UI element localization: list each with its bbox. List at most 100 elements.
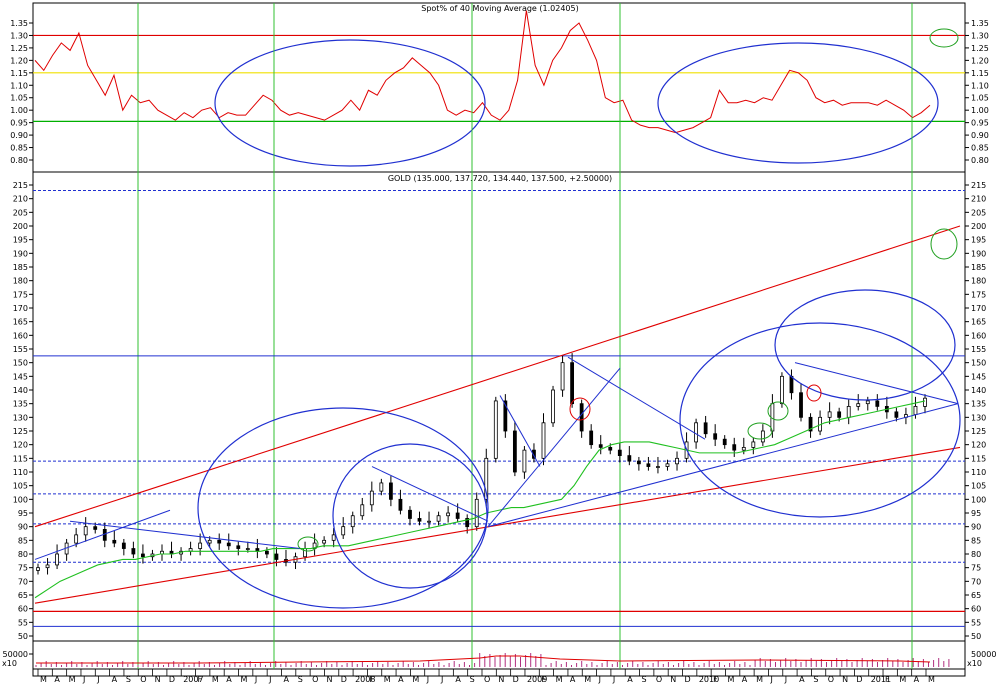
top-ytick-label-left: 0.80 (10, 156, 28, 165)
annotation-ellipse-red (806, 384, 822, 402)
candle-body (341, 526, 346, 536)
main-ytick-label-left: 180 (13, 277, 28, 286)
candle-body (894, 411, 899, 418)
main-ytick-label-left: 215 (13, 181, 28, 190)
candle-body (141, 553, 145, 558)
main-ytick-label-left: 115 (13, 454, 28, 463)
main-ytick-label-right: 50 (971, 632, 981, 641)
candle-body (465, 518, 470, 528)
main-ytick-label-left: 200 (13, 222, 28, 231)
main-ytick-label-right: 75 (971, 564, 981, 573)
main-ytick-label-left: 95 (18, 509, 28, 518)
date-tick-label: O (656, 675, 662, 684)
candle-body (636, 460, 641, 465)
main-ytick-label-left: 65 (18, 591, 28, 600)
top-ytick-label-left: 1.00 (10, 106, 28, 115)
volume-average-line (36, 655, 931, 664)
top-ytick-label-left: 1.10 (10, 81, 28, 90)
candle-body (579, 403, 584, 432)
date-tick-label: A (799, 675, 805, 684)
top-ytick-label-right: 1.05 (971, 94, 989, 103)
main-ytick-label-right: 180 (971, 277, 986, 286)
date-tick-label: J (426, 675, 429, 684)
date-tick-label: N (326, 675, 332, 684)
date-tick-label: S (298, 675, 303, 684)
main-ytick-label-right: 95 (971, 509, 981, 518)
candle-body (131, 548, 136, 555)
main-ytick-label-left: 50 (18, 632, 28, 641)
candle-body (694, 422, 698, 443)
date-tick-label: M (899, 675, 906, 684)
blue-trendline (567, 356, 706, 440)
date-tick-label: M (241, 675, 248, 684)
candle-body (589, 430, 594, 446)
candle-body (303, 548, 307, 558)
main-ytick-label-right: 80 (971, 550, 981, 559)
date-tick-label: D (341, 675, 347, 684)
main-ytick-label-right: 110 (971, 468, 986, 477)
candle-body (493, 400, 498, 459)
main-ytick-label-left: 145 (13, 372, 28, 381)
main-ytick-label-left: 110 (13, 468, 28, 477)
main-ytick-label-right: 120 (971, 441, 986, 450)
candle-body (427, 520, 431, 523)
main-ytick-label-right: 160 (971, 331, 986, 340)
candle-body (846, 405, 851, 418)
main-ytick-label-right: 205 (971, 208, 986, 217)
candle-body (923, 397, 927, 407)
main-ytick-label-left: 135 (13, 400, 28, 409)
chart-frame (32, 2, 966, 677)
top-ytick-label-left: 1.15 (10, 69, 28, 78)
date-tick-label: N (842, 675, 848, 684)
top-ytick-label-left: 0.90 (10, 131, 28, 140)
main-ytick-label-left: 140 (13, 386, 28, 395)
main-ytick-label-left: 55 (18, 618, 28, 627)
candle-body (207, 539, 212, 544)
annotation-ellipse-green (767, 401, 789, 421)
candle-body (656, 466, 660, 468)
date-tick-label: M (212, 675, 219, 684)
candle-body (436, 515, 441, 522)
annotation-ellipse (774, 289, 956, 401)
date-tick-label: O (140, 675, 146, 684)
date-tick-label: M (412, 675, 419, 684)
date-tick-label: M (556, 675, 563, 684)
candle-body (274, 553, 279, 560)
date-tick-label: M (69, 675, 76, 684)
candle-body (408, 509, 412, 519)
main-ytick-label-right: 155 (971, 345, 986, 354)
main-ytick-label-right: 145 (971, 372, 986, 381)
candle-body (512, 430, 517, 473)
candle-body (198, 542, 203, 549)
candle-body (350, 515, 355, 528)
date-tick-label: 2009 (527, 675, 547, 684)
candle-body (856, 403, 861, 407)
date-tick-label: M (584, 675, 591, 684)
candle-body (236, 545, 241, 549)
blue-trendline (69, 520, 301, 550)
date-tick-label: M (756, 675, 763, 684)
candle-body (522, 449, 527, 473)
candle-body (484, 457, 489, 500)
main-ytick-label-right: 70 (971, 577, 981, 586)
blue-trendline (499, 395, 541, 467)
candle-body (780, 375, 784, 405)
main-panel-title: GOLD (135.000, 137.720, 134.440, 137.500… (388, 174, 612, 183)
date-tick-label: M (40, 675, 47, 684)
main-ytick-label-right: 85 (971, 536, 981, 545)
main-ytick-label-right: 210 (971, 195, 986, 204)
blue-trendline (487, 403, 959, 528)
date-tick-label: J (268, 675, 271, 684)
candle-body (265, 550, 269, 555)
candle-body (45, 564, 50, 569)
top-ytick-label-left: 1.25 (10, 44, 28, 53)
main-ytick-label-right: 175 (971, 290, 986, 299)
main-ytick-label-right: 105 (971, 482, 986, 491)
main-ytick-label-left: 60 (18, 605, 28, 614)
candle-body (398, 498, 403, 511)
date-tick-label: D (856, 675, 862, 684)
top-ytick-label-right: 0.95 (971, 119, 989, 128)
date-tick-label: N (155, 675, 161, 684)
blue-trendline (371, 466, 489, 522)
